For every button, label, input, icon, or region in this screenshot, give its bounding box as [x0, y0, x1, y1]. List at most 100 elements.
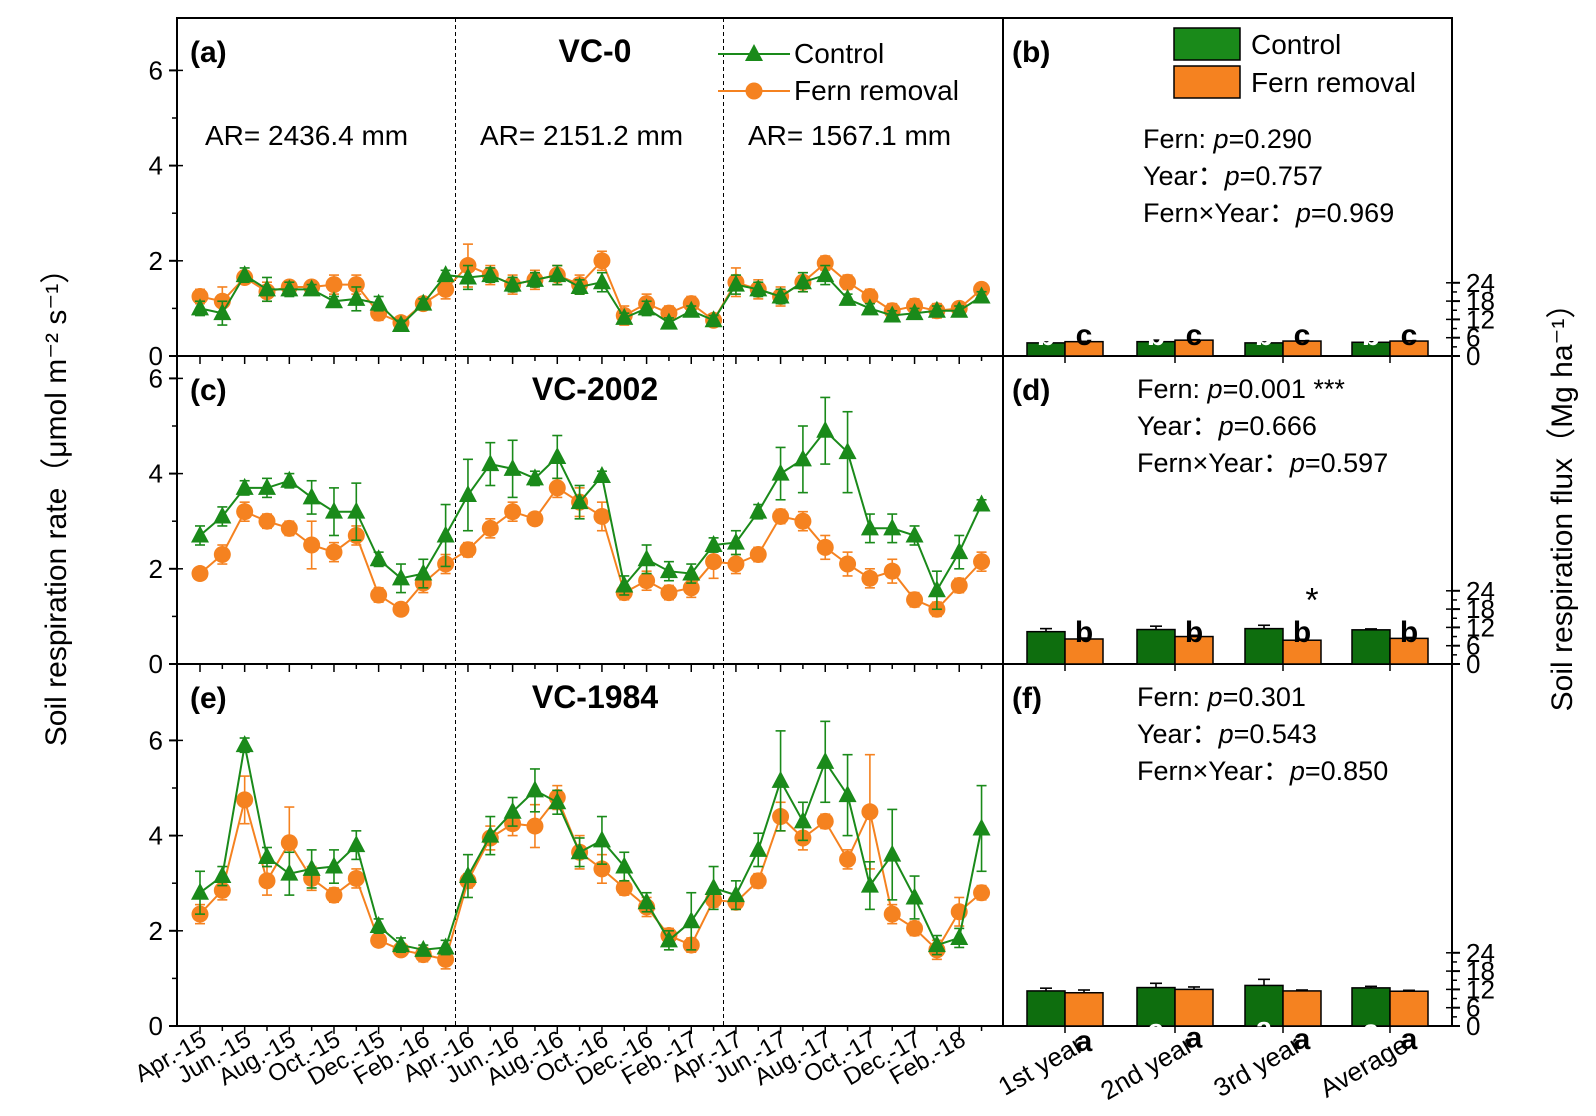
bar-legend: Control Fern removal — [1173, 27, 1416, 99]
data-point-fern-removal — [660, 584, 678, 602]
bar-legend-control-swatch — [1173, 27, 1241, 61]
data-point-control — [592, 465, 611, 483]
data-point-control — [682, 563, 701, 581]
data-point-control — [927, 935, 946, 953]
significance-letter: b — [1293, 616, 1311, 649]
stat-p-symbol: p — [1213, 124, 1229, 154]
stat-p-value: =0.666 — [1234, 411, 1317, 441]
data-point-control — [257, 279, 276, 297]
bar-legend-fern-removal-swatch — [1173, 65, 1241, 99]
data-point-control — [235, 265, 254, 283]
data-point-control — [436, 265, 455, 283]
data-point-fern-removal — [548, 479, 566, 497]
bar-control — [1244, 984, 1284, 1027]
data-point-fern-removal — [749, 872, 767, 890]
legend-control-marker — [745, 44, 763, 61]
significance-letter: a — [1256, 1011, 1273, 1044]
data-point-fern-removal — [593, 507, 611, 525]
panel-frames — [176, 17, 1453, 1027]
significance-letter: a — [1148, 1014, 1165, 1047]
stat-line: Fern: p=0.290 — [1143, 124, 1312, 154]
data-point-control — [927, 580, 946, 598]
data-point-control — [615, 856, 634, 874]
data-point-control — [280, 279, 299, 297]
data-point-control — [369, 549, 388, 567]
data-point-control — [324, 856, 343, 874]
data-point-control — [548, 265, 567, 283]
data-point-fern-removal — [258, 872, 276, 890]
data-point-control — [905, 887, 924, 905]
data-point-control — [280, 470, 299, 488]
data-point-control — [458, 485, 477, 503]
data-point-control — [481, 825, 500, 843]
significance-letter: b — [1255, 319, 1273, 352]
stat-p-value: =0.850 — [1305, 756, 1388, 786]
y-right-tick-label: 6 — [1466, 993, 1480, 1023]
data-point-control — [324, 291, 343, 309]
significance-letter: a — [1363, 662, 1380, 695]
significance-star: * — [1305, 581, 1318, 619]
data-point-control — [347, 501, 366, 519]
legend-fern-removal-label: Fern removal — [794, 75, 959, 106]
panel-label: (c) — [190, 374, 227, 407]
y-right-tick-label: 18 — [1466, 286, 1495, 316]
data-point-control — [860, 298, 879, 316]
data-point-fern-removal — [258, 512, 276, 530]
stat-p-symbol: p — [1218, 411, 1234, 441]
bar-control — [1244, 627, 1284, 665]
stat-label: Year： — [1137, 411, 1219, 441]
stat-line: Year：p=0.543 — [1137, 719, 1317, 749]
stat-line: Fern: p=0.301 — [1137, 682, 1306, 712]
y-right-tick-label: 0 — [1466, 341, 1480, 371]
y-tick-label: 0 — [149, 1011, 163, 1041]
data-point-fern-removal — [437, 280, 455, 298]
series-control — [191, 396, 991, 611]
data-point-control — [548, 446, 567, 464]
bar-control — [1136, 628, 1176, 665]
significance-letter: b — [1400, 616, 1418, 649]
data-point-fern-removal — [973, 553, 991, 571]
data-point-fern-removal — [861, 803, 879, 821]
stat-line: Fern×Year：p=0.597 — [1137, 448, 1388, 478]
data-point-control — [771, 286, 790, 304]
data-point-control — [235, 735, 254, 753]
data-point-control — [592, 830, 611, 848]
data-point-fern-removal — [816, 812, 834, 830]
significance-letter: a — [1363, 1014, 1380, 1047]
data-point-control — [793, 272, 812, 290]
data-point-control — [191, 882, 209, 900]
line-panel-frame-2 — [176, 663, 1004, 1027]
data-point-fern-removal — [839, 555, 857, 573]
stat-label: Year： — [1143, 161, 1225, 191]
panel-label: (a) — [190, 36, 227, 69]
data-point-control — [726, 532, 745, 550]
bar-control — [1351, 629, 1391, 665]
data-point-fern-removal — [906, 591, 924, 609]
bar-legend-fern-removal-label: Fern removal — [1251, 67, 1416, 98]
line-legend: Control Fern removal — [718, 38, 959, 106]
data-point-fern-removal — [816, 254, 834, 272]
y-tick-label: 2 — [149, 916, 163, 946]
data-point-control — [280, 863, 299, 881]
stat-p-symbol: p — [1289, 756, 1305, 786]
data-point-fern-removal — [883, 905, 901, 923]
significance-letter: a — [1401, 1023, 1418, 1056]
bar-panel-1: (d) Fern: p=0.001 ***Year：p=0.666Fern×Yea… — [1012, 374, 1429, 697]
data-point-control — [347, 288, 366, 306]
data-point-fern-removal — [325, 543, 343, 561]
data-point-fern-removal — [236, 791, 254, 809]
y-tick-label: 6 — [149, 55, 163, 85]
panel-label: (d) — [1012, 374, 1050, 407]
data-point-control — [905, 303, 924, 321]
data-point-control — [525, 468, 544, 486]
data-point-control — [838, 288, 857, 306]
data-point-control — [726, 274, 745, 292]
y-tick-label: 6 — [149, 363, 163, 393]
y-right-tick-label: 12 — [1466, 304, 1495, 334]
significance-letter: c — [1076, 319, 1093, 352]
data-point-fern-removal — [705, 553, 723, 571]
stat-line: Fern×Year：p=0.969 — [1143, 198, 1394, 228]
data-point-control — [860, 518, 879, 536]
data-point-fern-removal — [615, 879, 633, 897]
data-point-control — [391, 935, 410, 953]
